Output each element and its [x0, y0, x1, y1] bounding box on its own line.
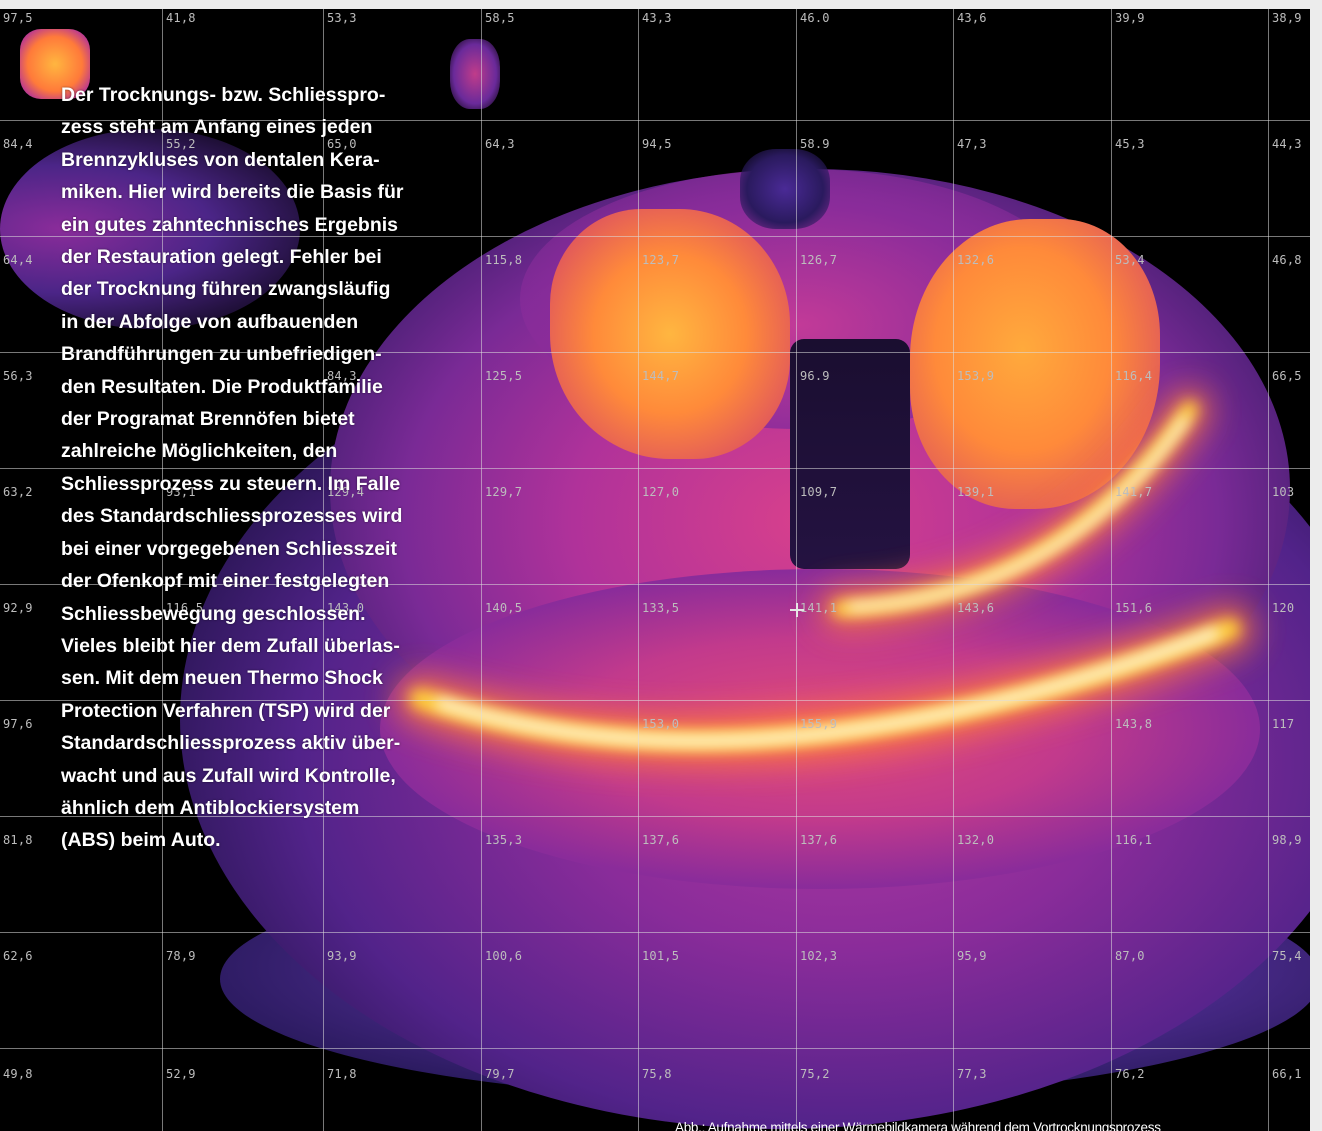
temperature-reading: 98,9 [1272, 833, 1302, 847]
temperature-reading: 117 [1272, 717, 1295, 731]
temperature-reading: 155,9 [800, 717, 838, 731]
temperature-reading: 53,4 [1115, 253, 1145, 267]
temperature-reading: 41,8 [166, 11, 196, 25]
temperature-reading: 115,8 [485, 253, 523, 267]
temperature-reading: 140,5 [485, 601, 523, 615]
temperature-reading: 125,5 [485, 369, 523, 383]
temperature-reading: 93,1 [166, 485, 196, 499]
temperature-reading: 133,5 [642, 601, 680, 615]
temperature-reading: 103 [1272, 485, 1295, 499]
hot-spot-corner [20, 29, 90, 99]
temperature-reading: 84,4 [3, 137, 33, 151]
temperature-reading: 38,9 [1272, 11, 1302, 25]
temperature-reading: 137,6 [642, 833, 680, 847]
temperature-reading: 132,0 [957, 833, 995, 847]
upper-ring-hot [846, 415, 1189, 611]
temperature-reading: 135,3 [485, 833, 523, 847]
temperature-reading: 92,9 [3, 601, 33, 615]
temperature-reading: 77,3 [957, 1067, 987, 1081]
temperature-reading: 137,6 [800, 833, 838, 847]
temperature-reading: 94,5 [642, 137, 672, 151]
temperature-reading: 78,9 [166, 949, 196, 963]
temperature-reading: 55,2 [166, 137, 196, 151]
temperature-reading: 151,6 [1115, 601, 1153, 615]
heating-rings [396, 389, 1254, 909]
upper-ring-halo [820, 389, 1210, 629]
temperature-reading: 144,7 [642, 369, 680, 383]
temperature-reading: 52,9 [166, 1067, 196, 1081]
temperature-reading: 143,6 [957, 601, 995, 615]
temperature-reading: 129,4 [327, 485, 365, 499]
temperature-reading: 132,6 [957, 253, 995, 267]
heat-zone-left [0, 129, 300, 329]
temperature-reading: 47,3 [957, 137, 987, 151]
temperature-reading: 66,1 [1272, 1067, 1302, 1081]
temperature-reading: 127,0 [642, 485, 680, 499]
temperature-reading: 109,7 [800, 485, 838, 499]
temperature-reading: 44,3 [1272, 137, 1302, 151]
temperature-reading: 95,9 [957, 949, 987, 963]
temperature-reading: 43,3 [642, 11, 672, 25]
temperature-reading: 56,3 [3, 369, 33, 383]
temperature-reading: 75,8 [642, 1067, 672, 1081]
temperature-reading: 97,6 [3, 717, 33, 731]
temperature-reading: 76,2 [1115, 1067, 1145, 1081]
temperature-reading: 141,1 [800, 601, 838, 615]
thermal-image: 97,5 41,8 53,3 58,5 43,3 46.0 43,6 39,9 38,9 84,4… [0, 9, 1310, 1131]
temperature-reading: 126,7 [800, 253, 838, 267]
temperature-reading: 116,1 [1115, 833, 1153, 847]
temperature-reading: 65,0 [327, 137, 357, 151]
temperature-reading: 58.9 [800, 137, 830, 151]
temperature-reading: 53,3 [327, 11, 357, 25]
temperature-reading: 75,2 [800, 1067, 830, 1081]
temperature-reading: 143,8 [1115, 717, 1153, 731]
temperature-reading: 81,8 [3, 833, 33, 847]
temperature-reading: 93,9 [327, 949, 357, 963]
article-body-text: Der Trocknungs- bzw. Schliesspro- zess s… [61, 84, 404, 852]
temperature-reading: 46,8 [1272, 253, 1302, 267]
temperature-reading: 102,3 [800, 949, 838, 963]
crosshair-marker [790, 603, 804, 617]
temperature-reading: 49,8 [3, 1067, 33, 1081]
temperature-reading: 84,3 [327, 369, 357, 383]
temperature-reading: 116,4 [1115, 369, 1153, 383]
temperature-reading: 116,5 [166, 601, 204, 615]
temperature-reading: 120 [1272, 601, 1295, 615]
temperature-reading: 66,5 [1272, 369, 1302, 383]
temperature-reading: 96.9 [800, 369, 830, 383]
temperature-reading: 97,5 [3, 11, 33, 25]
temperature-reading: 139,1 [957, 485, 995, 499]
cold-center-post [790, 339, 910, 569]
temperature-reading: 62,6 [3, 949, 33, 963]
figure-caption: Abb.: Aufnahme mittels einer Wärmebildka… [675, 1120, 1161, 1131]
temperature-reading: 101,5 [642, 949, 680, 963]
lower-ring-hot [435, 628, 1220, 746]
temperature-reading: 64,3 [485, 137, 515, 151]
top-knob [740, 149, 830, 229]
temperature-reading: 75,4 [1272, 949, 1302, 963]
temperature-reading: 129,7 [485, 485, 523, 499]
temperature-reading: 141,7 [1115, 485, 1153, 499]
temperature-reading: 43,6 [957, 11, 987, 25]
temperature-reading: 45,3 [1115, 137, 1145, 151]
temperature-reading: 46.0 [800, 11, 830, 25]
temperature-reading: 64,4 [3, 253, 33, 267]
temperature-reading: 63,2 [3, 485, 33, 499]
temperature-reading: 71,8 [327, 1067, 357, 1081]
temperature-reading: 79,7 [485, 1067, 515, 1081]
hot-spot-left [550, 209, 790, 459]
temperature-reading: 87,0 [1115, 949, 1145, 963]
temperature-reading: 153,0 [642, 717, 680, 731]
temperature-reading: 153,9 [957, 369, 995, 383]
temperature-reading: 100,6 [485, 949, 523, 963]
thermal-scene [0, 9, 1310, 1131]
temperature-reading: 143,0 [327, 601, 365, 615]
temperature-reading: 123,7 [642, 253, 680, 267]
temperature-reading: 39,9 [1115, 11, 1145, 25]
hot-spot-top-stub [450, 39, 500, 109]
hot-spot-right [910, 219, 1160, 509]
temperature-reading: 58,5 [485, 11, 515, 25]
